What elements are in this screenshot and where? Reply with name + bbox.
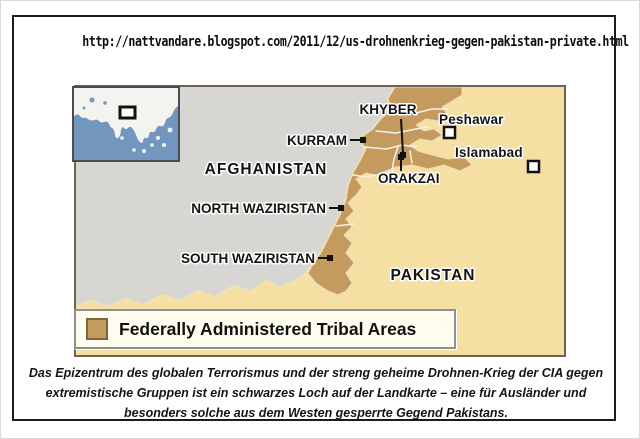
fata-color-swatch [86, 318, 108, 340]
source-url: http://nattvandare.blogspot.com/2011/12/… [14, 33, 629, 51]
caption-line-2: extremistische Gruppen ist ein schwarzes… [45, 386, 587, 400]
inset-canvas [74, 88, 178, 160]
inset-location-box [118, 105, 137, 120]
label-north-waziristan: NORTH WAZIRISTAN [191, 201, 326, 216]
caption-line-1: Das Epizentrum des globalen Terrorismus … [28, 366, 604, 380]
legend-label: Federally Administered Tribal Areas [119, 318, 417, 339]
label-peshawar: Peshawar [439, 112, 504, 127]
caption-line-3: besonders solche aus dem Westen gesperrt… [124, 406, 508, 420]
legend-swatch [86, 318, 108, 340]
pakistan-region [76, 87, 564, 355]
source-url-text: http://nattvandare.blogspot.com/2011/12/… [82, 34, 629, 50]
inset-lakes [82, 97, 107, 110]
islamabad-marker [526, 159, 541, 174]
asia-locator-inset [72, 86, 180, 162]
peshawar-marker [442, 125, 457, 140]
label-kurram: KURRAM [287, 133, 347, 148]
label-afghanistan: AFGHANISTAN [205, 161, 328, 178]
inset-islands [120, 127, 173, 153]
label-khyber: KHYBER [359, 102, 416, 117]
map-legend: Federally Administered Tribal Areas [74, 309, 456, 349]
agency-boundaries [335, 108, 449, 227]
label-south-waziristan: SOUTH WAZIRISTAN [181, 251, 315, 266]
label-orakzai: ORAKZAI [378, 171, 440, 186]
fata-region [307, 87, 473, 296]
caption: Das Epizentrum des globalen Terrorismus … [16, 363, 616, 423]
connector-dots [327, 137, 406, 261]
label-islamabad: Islamabad [455, 145, 523, 160]
label-pakistan: PAKISTAN [391, 267, 476, 284]
